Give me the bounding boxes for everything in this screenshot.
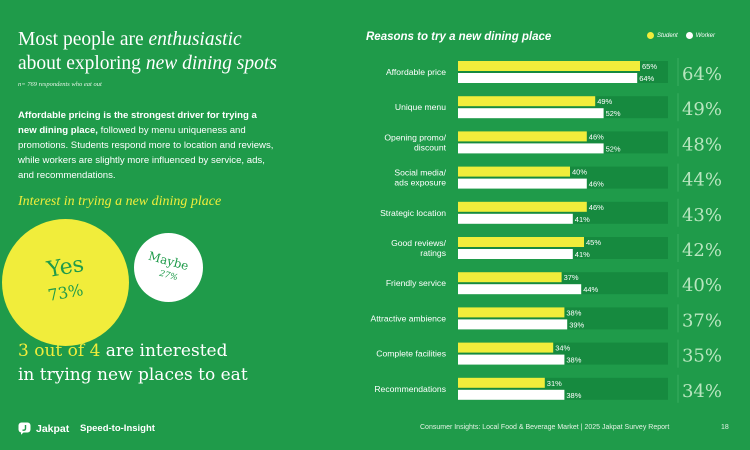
category-label: Social media/ads exposure: [394, 168, 446, 188]
category-label: Affordable price: [386, 67, 446, 77]
summary-bold: Affordable pricing is the strongest driv…: [18, 110, 257, 136]
bar-worker: [458, 108, 604, 119]
title-part-2: about exploring: [18, 53, 146, 74]
total-percentage: 44%: [682, 170, 722, 191]
total-percentage: 35%: [682, 346, 722, 367]
claim-part-3: in trying new places to eat: [18, 365, 248, 385]
respondent-count: n= 769 respondents who eat out: [18, 81, 102, 88]
bar-worker: [458, 354, 565, 365]
brand-name: Jakpat: [36, 422, 70, 435]
title-italic-1: enthusiastic: [148, 29, 242, 50]
data-label-worker: 46%: [589, 180, 604, 189]
legend-swatch-worker: [685, 32, 693, 39]
legend-label-student: Student: [657, 32, 678, 39]
category-label: Unique menu: [395, 102, 446, 112]
yes-bubble: Yes 73%: [2, 219, 129, 346]
bar-student: [458, 237, 584, 247]
bar-worker: [458, 73, 638, 83]
category-label: Attractive ambience: [371, 313, 447, 323]
title-part-1: Most people are: [18, 29, 149, 50]
total-percentage: 37%: [682, 310, 722, 331]
data-label-worker: 52%: [606, 109, 621, 118]
jakpat-logo-icon: [18, 422, 31, 435]
bar-student: [458, 131, 587, 142]
bar-worker: [458, 389, 565, 400]
bar-student: [458, 377, 545, 388]
bar-worker: [458, 284, 582, 295]
brand-logo: Jakpat: [18, 422, 69, 435]
summary-rest: followed by menu uniqueness and promotio…: [18, 125, 274, 181]
legend-item-student: Student: [647, 32, 678, 39]
data-label-student: 31%: [547, 379, 562, 388]
data-label-student: 40%: [572, 168, 587, 177]
data-label-worker: 38%: [566, 356, 581, 365]
bar-student: [458, 342, 554, 353]
data-label-worker: 41%: [575, 215, 590, 224]
bar-student: [458, 307, 565, 318]
category-label: Opening promo/discount: [384, 132, 446, 152]
data-label-worker: 44%: [583, 285, 598, 294]
bar-student: [458, 272, 562, 283]
legend-label-worker: Worker: [695, 32, 716, 39]
bar-student: [458, 96, 596, 107]
data-label-worker: 39%: [569, 320, 584, 329]
data-label-student: 37%: [564, 273, 579, 282]
data-label-student: 46%: [589, 203, 604, 212]
tagline: Speed-to-Insight: [80, 423, 155, 434]
category-label: Complete facilities: [376, 349, 446, 359]
maybe-bubble: Maybe 27%: [134, 233, 203, 302]
category-label: Good reviews/ratings: [391, 238, 447, 258]
total-percentage: 42%: [682, 240, 722, 261]
category-label: Strategic location: [380, 208, 446, 218]
bar-worker: [458, 213, 573, 224]
total-percentage: 48%: [682, 134, 722, 155]
total-percentage: 49%: [682, 99, 722, 120]
category-label: Recommendations: [374, 384, 446, 394]
summary-text: Affordable pricing is the strongest driv…: [18, 108, 278, 183]
chart-title: Reasons to try a new dining place: [366, 31, 552, 43]
data-label-student: 65%: [642, 62, 657, 71]
bar-worker: [458, 249, 573, 259]
category-label: Friendly service: [386, 278, 446, 288]
data-label-worker: 41%: [575, 250, 590, 259]
total-percentage: 40%: [682, 275, 722, 296]
data-label-worker: 64%: [639, 74, 654, 83]
data-label-worker: 52%: [606, 144, 621, 153]
data-label-worker: 38%: [566, 391, 581, 400]
data-label-student: 38%: [566, 308, 581, 317]
bar-worker: [458, 319, 568, 330]
key-claim: 3 out of 4 are interested in trying new …: [18, 339, 338, 387]
bar-worker: [458, 178, 587, 189]
interest-title: Interest in trying a new dining place: [18, 194, 222, 209]
data-label-student: 49%: [597, 97, 612, 106]
claim-part-2: are interested: [105, 341, 228, 361]
chart-legend: Student Worker: [647, 32, 723, 39]
data-label-student: 34%: [555, 344, 570, 353]
page-title: Most people are enthusiastic about explo…: [18, 28, 318, 76]
total-percentage: 34%: [682, 381, 722, 402]
total-percentage: 43%: [682, 205, 722, 226]
claim-highlight: 3 out of 4: [18, 341, 106, 361]
data-label-student: 45%: [586, 238, 601, 247]
legend-item-worker: Worker: [685, 32, 716, 39]
bar-student: [458, 166, 570, 177]
bar-worker: [458, 143, 604, 154]
title-italic-2: new dining spots: [145, 53, 277, 74]
page-number: 18: [721, 424, 729, 431]
bar-student: [458, 201, 587, 212]
legend-swatch-student: [647, 32, 654, 39]
bar-student: [458, 61, 640, 71]
data-label-student: 46%: [589, 132, 604, 141]
footer-note: Consumer Insights: Local Food & Beverage…: [420, 424, 670, 431]
total-percentage: 64%: [682, 64, 722, 85]
